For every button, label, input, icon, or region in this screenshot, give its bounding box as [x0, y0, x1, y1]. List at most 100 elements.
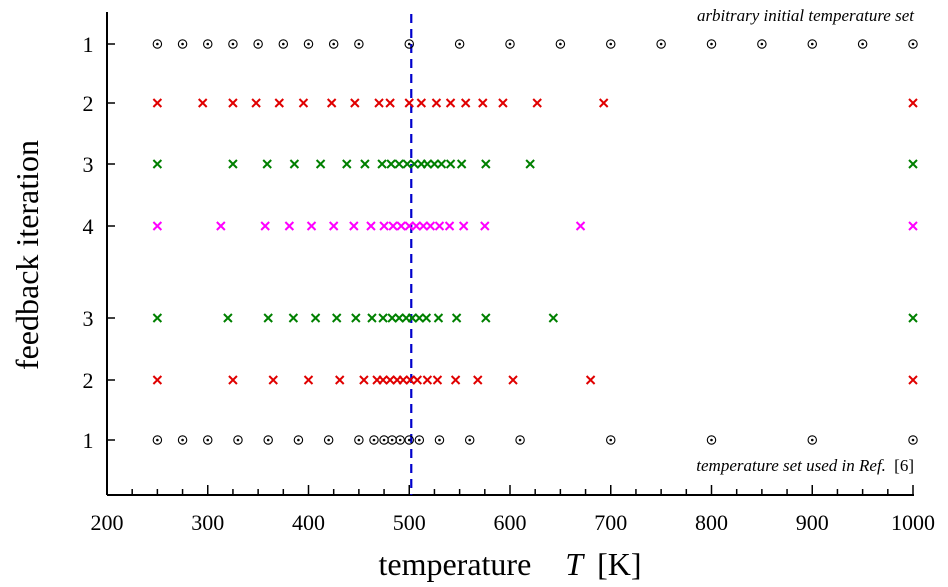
data-point-dot — [236, 438, 240, 442]
data-point-dot — [911, 438, 915, 442]
data-point-x — [216, 221, 226, 231]
data-point-x — [451, 313, 462, 323]
data-point-x — [394, 313, 404, 323]
series-row-6 — [152, 375, 918, 385]
data-point-x — [416, 98, 427, 108]
data-point-x — [360, 159, 370, 169]
data-point-x — [260, 221, 270, 231]
data-point-ring — [177, 39, 188, 49]
data-point-x — [289, 159, 300, 169]
data-point-ring — [233, 435, 243, 445]
data-point-x — [498, 98, 508, 108]
data-point-ring — [908, 435, 918, 445]
axes: 200 300 400 500 600 700 800 900 1000 1 2 3 4 3 2 1 — [83, 12, 935, 535]
data-point-circle — [177, 39, 188, 49]
data-point-dot — [181, 42, 184, 46]
data-point-ring — [434, 435, 445, 445]
data-point-x — [445, 159, 456, 169]
data-point-dot — [327, 438, 330, 442]
x-tick-label: 800 — [695, 510, 728, 535]
data-point-x — [532, 98, 542, 108]
data-point-x — [404, 221, 414, 231]
data-point-circle — [395, 435, 405, 445]
data-point-x — [481, 159, 491, 169]
data-point-ring — [369, 435, 379, 445]
data-point-ring — [404, 39, 414, 49]
data-point-x — [478, 98, 488, 108]
data-point-dot — [438, 438, 441, 442]
data-point-ring — [354, 435, 364, 445]
data-point-x — [228, 98, 238, 108]
data-point-ring — [263, 435, 273, 445]
data-point-circle — [263, 435, 273, 445]
data-point-x — [349, 221, 359, 231]
data-point-x — [436, 159, 447, 169]
data-point-x — [385, 375, 395, 385]
data-point-ring — [203, 435, 213, 445]
data-point-x — [335, 375, 345, 385]
data-point-x — [366, 221, 376, 231]
data-point-circle — [303, 39, 314, 49]
y-tick-label: 1 — [83, 32, 94, 57]
data-point-dot — [206, 42, 210, 46]
data-point-dot — [181, 438, 184, 442]
data-point-x — [152, 221, 163, 231]
data-point-circle — [404, 39, 414, 49]
data-point-ring — [757, 39, 767, 49]
data-point-x — [418, 221, 429, 231]
data-point-x — [387, 313, 397, 323]
data-point-x — [407, 313, 417, 323]
y-tick-label: 3 — [83, 152, 94, 177]
data-point-x — [404, 98, 414, 108]
data-point-x — [385, 98, 395, 108]
data-point-circle — [656, 39, 666, 49]
data-point-ring — [293, 435, 304, 445]
y-tick-label: 3 — [83, 306, 94, 331]
data-point-dot — [760, 42, 764, 46]
data-point-x — [908, 313, 918, 323]
data-point-circle — [515, 435, 525, 445]
data-point-ring — [706, 39, 717, 49]
x-axis-label-text: temperature — [378, 546, 531, 582]
data-point-circle — [323, 435, 334, 445]
data-point-x — [351, 313, 361, 323]
data-point-circle — [233, 435, 243, 445]
data-point-x — [377, 159, 387, 169]
data-point-ring — [807, 435, 817, 445]
data-point-x — [473, 375, 483, 385]
data-point-x — [152, 375, 163, 385]
data-point-x — [223, 313, 233, 323]
data-point-x — [367, 313, 377, 323]
data-point-dot — [372, 438, 376, 442]
data-point-circle — [253, 39, 263, 49]
data-point-x — [359, 375, 369, 385]
data-point-ring — [328, 39, 339, 49]
data-point-x — [422, 375, 433, 385]
data-point-x — [481, 313, 491, 323]
x-tick-label: 400 — [292, 510, 325, 535]
data-point-ring — [464, 435, 475, 445]
data-point-dot — [609, 42, 613, 46]
data-point-x — [310, 313, 321, 323]
data-point-dot — [861, 42, 864, 46]
data-point-ring — [656, 39, 666, 49]
bottom-annotation-text: temperature set used in Ref. — [696, 456, 886, 475]
data-point-dot — [256, 42, 260, 46]
data-point-x — [394, 159, 404, 169]
data-point-x — [445, 98, 456, 108]
x-axis-label: temperature T [K] — [378, 546, 641, 582]
data-point-circle — [454, 39, 465, 49]
data-point-circle — [555, 39, 566, 49]
data-point-ring — [228, 39, 238, 49]
data-point-dot — [266, 438, 270, 442]
data-point-x — [429, 159, 440, 169]
data-point-ring — [152, 435, 163, 445]
data-point-dot — [710, 438, 713, 442]
data-point-circle — [354, 435, 364, 445]
data-point-dot — [468, 438, 472, 442]
data-point-x — [458, 221, 469, 231]
data-point-ring — [908, 39, 918, 49]
data-point-ring — [454, 39, 465, 49]
data-point-dot — [508, 42, 512, 46]
data-point-x — [480, 221, 490, 231]
